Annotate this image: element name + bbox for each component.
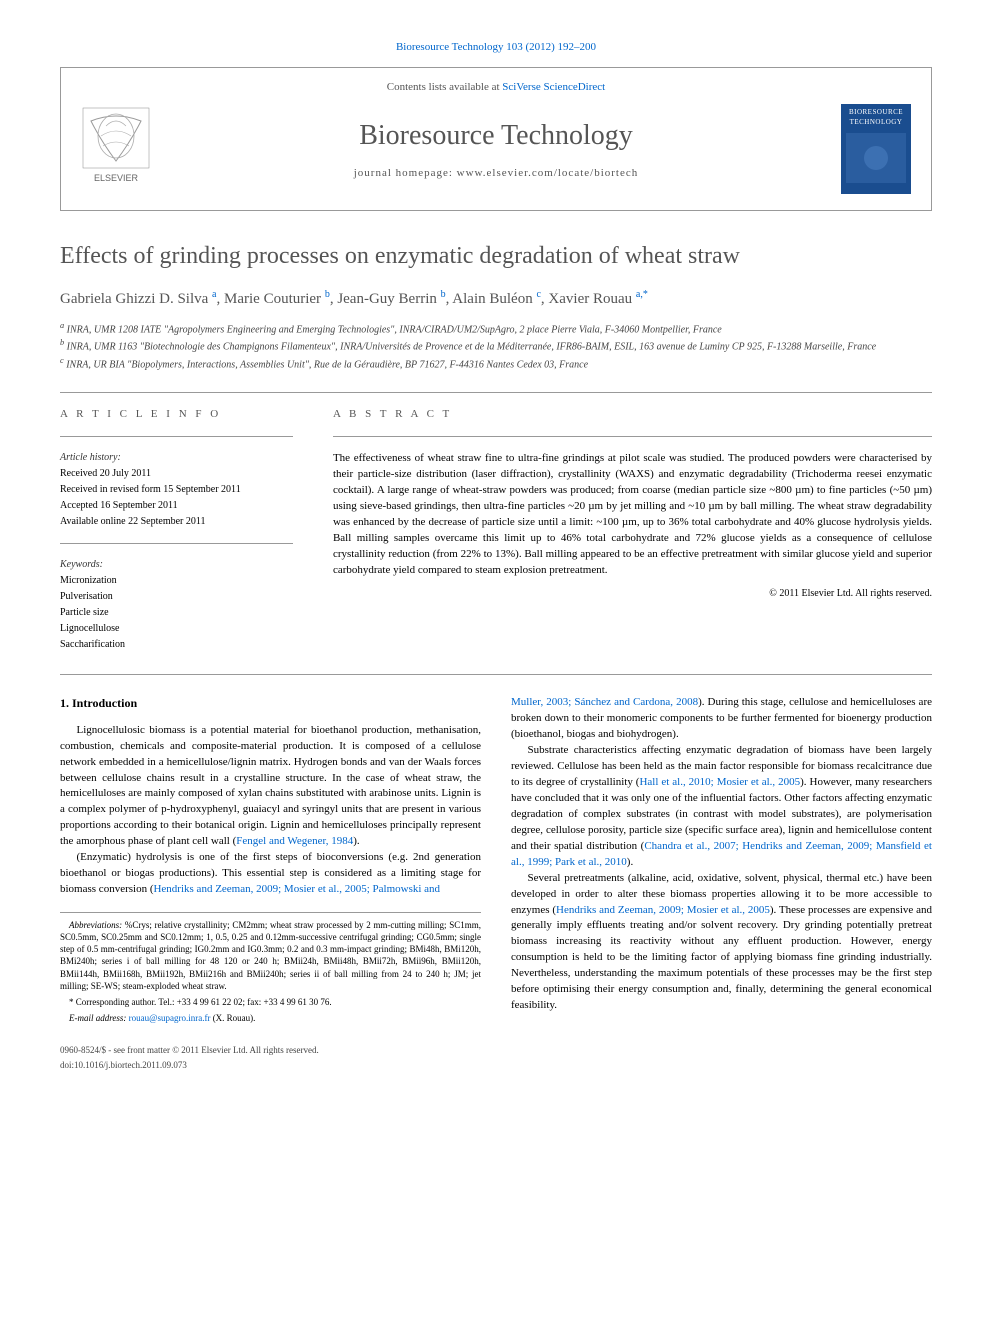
affiliations: a INRA, UMR 1208 IATE "Agropolymers Engi…	[60, 320, 932, 372]
sciencedirect-link[interactable]: SciVerse ScienceDirect	[502, 81, 605, 93]
elsevier-logo: ELSEVIER	[81, 106, 151, 191]
abstract-heading: A B S T R A C T	[333, 407, 932, 422]
footnotes-block: Abbreviations: %Crys; relative crystalli…	[60, 912, 481, 1024]
journal-reference: Bioresource Technology 103 (2012) 192–20…	[60, 40, 932, 55]
email-link[interactable]: rouau@supagro.inra.fr	[129, 1013, 211, 1023]
keyword-item: Pulverisation	[60, 590, 293, 604]
body-paragraph: Lignocellulosic biomass is a potential m…	[60, 723, 481, 851]
abstract-copyright: © 2011 Elsevier Ltd. All rights reserved…	[333, 587, 932, 601]
article-info-block: A R T I C L E I N F O Article history: R…	[60, 407, 293, 654]
citation-link[interactable]: Hendriks and Zeeman, 2009; Mosier et al.…	[556, 904, 770, 916]
article-title: Effects of grinding processes on enzymat…	[60, 241, 932, 272]
divider	[60, 392, 932, 393]
divider	[60, 674, 932, 675]
body-paragraph: (Enzymatic) hydrolysis is one of the fir…	[60, 850, 481, 898]
section-heading: 1. Introduction	[60, 695, 481, 712]
authors-list: Gabriela Ghizzi D. Silva a, Marie Coutur…	[60, 288, 932, 310]
abstract-block: A B S T R A C T The effectiveness of whe…	[333, 407, 932, 654]
main-body: 1. Introduction Lignocellulosic biomass …	[60, 695, 932, 1024]
page-footer: 0960-8524/$ - see front matter © 2011 El…	[60, 1044, 932, 1071]
keywords-list: Micronization Pulverisation Particle size L…	[60, 574, 293, 652]
journal-header-box: Contents lists available at SciVerse Sci…	[60, 67, 932, 210]
body-paragraph: Several pretreatments (alkaline, acid, o…	[511, 871, 932, 1014]
keyword-item: Micronization	[60, 574, 293, 588]
abstract-text: The effectiveness of wheat straw fine to…	[333, 451, 932, 579]
citation-link[interactable]: Hall et al., 2010; Mosier et al., 2005	[639, 776, 800, 788]
journal-cover-thumbnail: BIORESOURCE TECHNOLOGY	[841, 104, 911, 194]
citation-link[interactable]: Fengel and Wegener, 1984	[236, 835, 353, 847]
homepage-link[interactable]: www.elsevier.com/locate/biortech	[457, 167, 639, 179]
citation-link[interactable]: Hendriks and Zeeman, 2009; Mosier et al.…	[153, 883, 440, 895]
keyword-item: Lignocellulose	[60, 622, 293, 636]
body-paragraph: Muller, 2003; Sánchez and Cardona, 2008)…	[511, 695, 932, 743]
article-info-heading: A R T I C L E I N F O	[60, 407, 293, 422]
svg-text:ELSEVIER: ELSEVIER	[94, 173, 139, 183]
keyword-item: Particle size	[60, 606, 293, 620]
contents-available-line: Contents lists available at SciVerse Sci…	[81, 80, 911, 95]
body-paragraph: Substrate characteristics affecting enzy…	[511, 743, 932, 871]
keyword-item: Saccharification	[60, 638, 293, 652]
journal-homepage: journal homepage: www.elsevier.com/locat…	[171, 166, 821, 181]
journal-name: Bioresource Technology	[171, 116, 821, 155]
citation-link[interactable]: Muller, 2003; Sánchez and Cardona, 2008	[511, 696, 698, 708]
